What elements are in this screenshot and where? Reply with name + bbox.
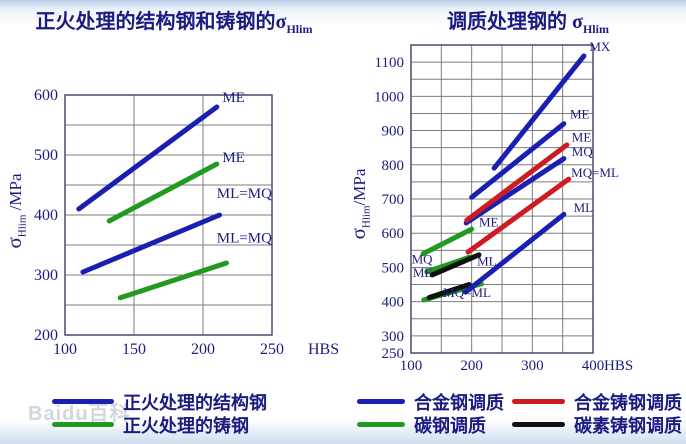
x-axis-tick-label: 150 [122,341,146,358]
series-line-blue-ml [463,211,567,295]
plot-border [64,94,273,336]
legend-item-alloy-steel-qt: 合金钢调质 [357,390,504,413]
y-axis-tick-label: 900 [382,124,405,140]
legend-swatch-green-line [357,422,405,427]
line-grade-label: ME [479,214,499,229]
y-axis-tick-label: 200 [34,327,58,344]
plot-border [410,44,594,354]
y-axis-tick-label: 500 [382,260,405,276]
y-axis-tick-label: 1100 [375,55,404,71]
watermark: Baidu百科 [28,403,131,425]
x-axis-tick-label: 200 [460,358,483,374]
x-axis-tick-label: 250 [260,341,284,358]
legend-swatch-green-line [52,422,114,427]
x-axis-tick-label: 400 [582,358,605,374]
x-axis-tick-label: 100 [400,358,423,374]
x-axis-unit-label: HBS [308,341,339,358]
y-axis-tick-label: 500 [34,147,58,164]
left-chart-title: 正火处理的结构钢和铸钢的σHlim [4,5,344,37]
y-axis-tick-label: 300 [382,329,405,345]
legend-item-alloy-cast-steel-qt: 合金铸钢调质 [512,390,682,413]
right-chart-title-text: 调质处理钢的 σ [447,11,583,33]
line-grade-label: MX [589,40,611,54]
left-legend: 正火处理的结构钢 正火处理的铸钢 [52,390,267,436]
y-axis-tick-label: 400 [34,207,58,224]
line-grade-label: ME [222,150,245,166]
series-line-red-mqml [465,176,572,255]
y-axis-tick-label: 800 [382,158,405,174]
left-chart-title-subscript: Hlim [286,22,313,36]
x-axis-tick-label: 300 [521,358,544,374]
series-line-blue-mx [491,53,587,171]
series-line-blue-me [469,121,567,200]
right-legend-column-2: 合金铸钢调质 碳素铸钢调质 [512,390,682,436]
x-axis-tick-label: 200 [191,341,215,358]
x-axis-tick-label: 100 [53,341,77,358]
y-axis-tick-label: 700 [382,192,405,208]
line-grade-label: ME [413,265,433,280]
right-chart-title: 调质处理钢的 σHlim [398,5,658,37]
line-grade-label: ME [222,90,245,106]
left-chart-title-text: 正火处理的结构钢和铸钢的σ [35,11,287,33]
series-line-blue-mlmq [80,212,223,275]
line-grade-label: MQ [412,251,434,266]
line-grade-label: MQ=ML [443,285,491,300]
legend-swatch-blue-line [357,399,405,404]
legend-swatch-black-line [512,422,565,427]
legend-swatch-red-line [512,399,565,404]
legend-item-normalized-cast-steel: 正火处理的铸钢 [52,413,267,436]
legend-item-carbon-steel-qt: 碳钢调质 [357,413,504,436]
line-grade-label: ME [572,130,592,145]
series-line-green-mlmq [117,260,229,301]
legend-label: 碳素铸钢调质 [574,415,682,436]
series-line-blue-mq [463,156,567,226]
legend-label: 正火处理的结构钢 [123,392,267,413]
line-grade-label: ML [574,200,594,215]
y-axis-tick-label: 600 [34,87,58,104]
y-axis-tick-label: 300 [34,267,58,284]
series-line-black-me [429,252,482,278]
y-axis-tick-label: 600 [382,226,405,242]
right-line-chart: 100 200 300 400 HBS2503004005006007008009001… [374,40,633,374]
legend-label: 碳钢调质 [414,415,486,436]
series-line-black-mqml [426,282,472,301]
legend-label: 合金钢调质 [414,392,504,413]
legend-swatch-blue-line [52,399,114,404]
y-axis-tick-label: 250 [382,346,405,362]
x-axis-unit-label: HBS [604,358,633,374]
series-line-red-me [464,142,570,223]
line-grade-label: MQ=ML [571,165,619,180]
series-line-green-me [420,226,475,257]
right-chart-title-subscript: Hlim [582,22,609,36]
right-legend-column-1: 合金钢调质 碳钢调质 [357,390,504,436]
series-line-green-me [106,161,220,224]
y-axis-tick-label: 400 [382,295,405,311]
line-grade-label: ML=MQ [217,231,272,247]
legend-item-carbon-cast-steel-qt: 碳素铸钢调质 [512,413,682,436]
legend-label: 正火处理的铸钢 [123,415,249,436]
line-grade-label: MQ [572,144,594,159]
legend-item-normalized-structural-steel: 正火处理的结构钢 [52,390,267,413]
line-grade-label: ML=MQ [217,186,272,202]
line-grade-label: ME [570,107,590,122]
line-grade-label: ML [477,254,497,269]
legend-label: 合金铸钢调质 [574,392,682,413]
y-axis-tick-label: 1000 [374,89,404,105]
left-line-chart: 100 150 200 250 HBS 200 300 400 500 600 ME ME ML=MQ M… [34,87,339,358]
series-line-blue-me [76,104,220,212]
